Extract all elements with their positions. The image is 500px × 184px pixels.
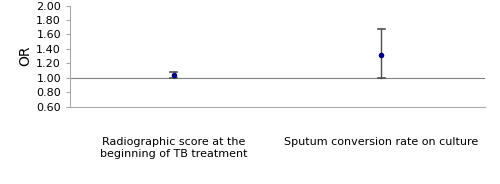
Text: Sputum conversion rate on culture: Sputum conversion rate on culture: [284, 137, 478, 147]
Y-axis label: OR: OR: [18, 46, 32, 66]
Text: Radiographic score at the
beginning of TB treatment: Radiographic score at the beginning of T…: [100, 137, 248, 159]
